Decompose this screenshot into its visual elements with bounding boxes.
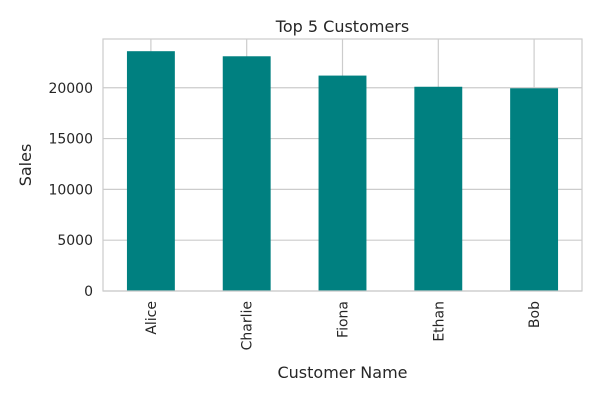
y-tick-label: 10000 (48, 182, 93, 198)
y-tick-label: 0 (84, 284, 93, 300)
bar-ethan (414, 86, 463, 292)
y-tick-label: 20000 (48, 81, 93, 97)
x-tick-label: Alice (144, 301, 160, 335)
bars-layer (126, 51, 559, 292)
bar-fiona (318, 75, 367, 291)
bar-charlie (222, 56, 271, 291)
y-axis-label: Sales (16, 144, 35, 187)
y-tick-label: 5000 (57, 233, 93, 249)
x-axis-label: Customer Name (277, 363, 407, 382)
y-tick-label: 15000 (48, 132, 93, 148)
x-tick-label: Bob (527, 301, 543, 328)
x-tick-label: Fiona (336, 301, 352, 338)
bar-bob (510, 88, 559, 291)
x-tick-label: Ethan (431, 301, 447, 342)
y-tick-labels: 0 5000 10000 15000 20000 (48, 81, 93, 300)
x-tick-label: Charlie (240, 301, 256, 350)
chart-title: Top 5 Customers (275, 17, 409, 36)
plot-frame (102, 38, 583, 292)
x-tick-labels: Alice Charlie Fiona Ethan Bob (144, 301, 543, 350)
bar-alice (126, 51, 175, 292)
